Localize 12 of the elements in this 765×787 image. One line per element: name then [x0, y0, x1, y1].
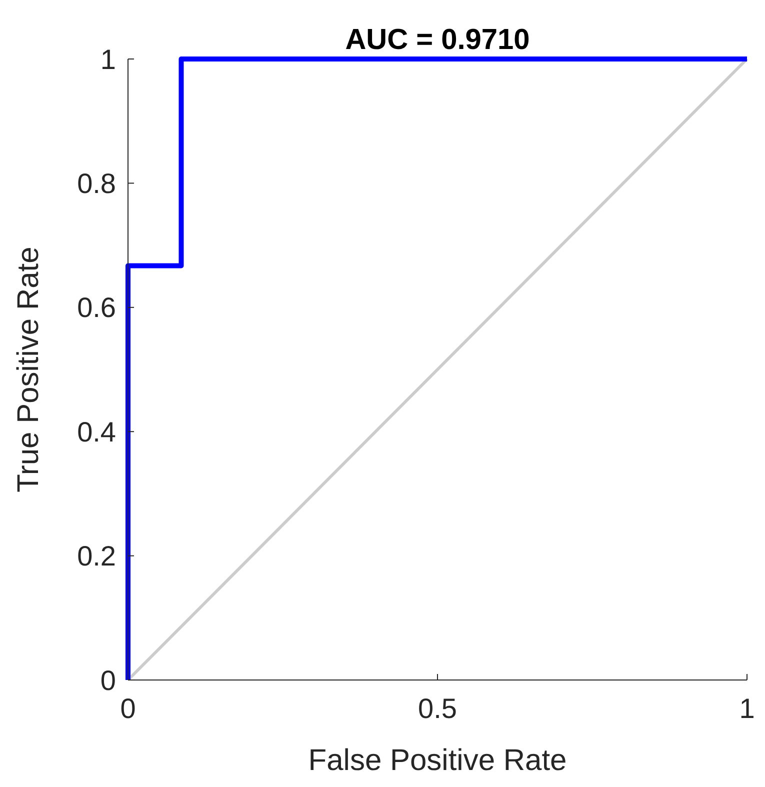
chart-title: AUC = 0.9710 [345, 24, 530, 56]
x-tick-label: 1 [739, 693, 755, 724]
x-tick-label: 0 [120, 693, 136, 724]
x-axis-title: False Positive Rate [308, 744, 567, 777]
y-tick-label: 0.8 [77, 168, 116, 199]
y-tick-label: 1 [100, 44, 116, 75]
y-axis-title: True Positive Rate [12, 246, 45, 492]
y-tick-label: 0 [100, 664, 116, 696]
x-tick-label: 0.5 [418, 693, 457, 724]
y-tick-label: 0.6 [77, 292, 116, 324]
y-tick-label: 0.2 [77, 540, 116, 572]
y-tick-label: 0.4 [77, 416, 116, 448]
